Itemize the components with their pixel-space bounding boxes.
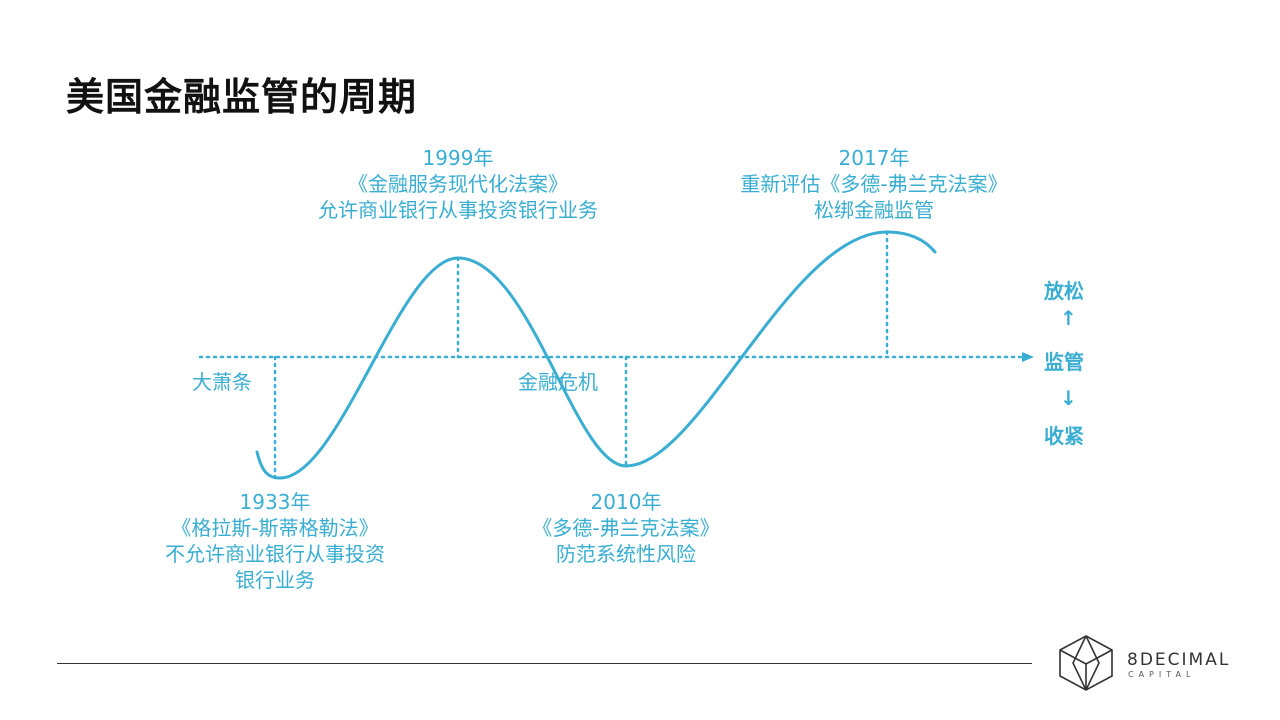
page-title: 美国金融监管的周期 [66,75,418,119]
event-2017-law: 重新评估《多德-弗兰克法案》 [740,172,1008,196]
regulation-cycle-curve [255,230,937,480]
cube-logo-icon [1059,635,1113,691]
event-2010-label: 2010年 《多德-弗兰克法案》 防范系统性风险 [532,489,719,567]
event-2010-law: 《多德-弗兰克法案》 [532,516,720,540]
event-1933-desc: 不允许商业银行从事投资 [165,542,385,566]
baseline-arrow-icon [1022,352,1034,362]
arrow-up-icon: ↑ [1060,306,1077,330]
brand-name: 8DECIMAL [1127,650,1231,670]
event-1933-desc-2: 银行业务 [235,568,315,592]
event-2010-year: 2010年 [590,490,662,514]
axis-regulation-label: 监管 [1044,350,1084,374]
event-2017-label: 2017年 重新评估《多德-弗兰克法案》 松绑金融监管 [740,145,1007,223]
great-depression-marker: 大萧条 [192,370,252,394]
event-1999-desc: 允许商业银行从事投资银行业务 [318,198,598,222]
event-1999-year: 1999年 [422,146,494,170]
event-1999-label: 1999年 《金融服务现代化法案》 允许商业银行从事投资银行业务 [318,145,598,223]
event-2017-year: 2017年 [838,146,910,170]
axis-tighten-label: 收紧 [1044,424,1084,448]
event-1933-law: 《格拉斯-斯蒂格勒法》 [171,516,379,540]
event-1933-year: 1933年 [239,490,311,514]
footer-divider [57,663,1032,664]
axis-loosen-label: 放松 [1044,279,1084,303]
arrow-down-icon: ↓ [1060,386,1077,410]
event-1933-label: 1933年 《格拉斯-斯蒂格勒法》 不允许商业银行从事投资 银行业务 [165,489,385,593]
event-2010-desc: 防范系统性风险 [556,542,696,566]
brand-subtitle: CAPITAL [1128,670,1196,679]
event-1999-law: 《金融服务现代化法案》 [348,172,568,196]
event-2017-desc: 松绑金融监管 [814,198,934,222]
financial-crisis-marker: 金融危机 [518,370,598,394]
